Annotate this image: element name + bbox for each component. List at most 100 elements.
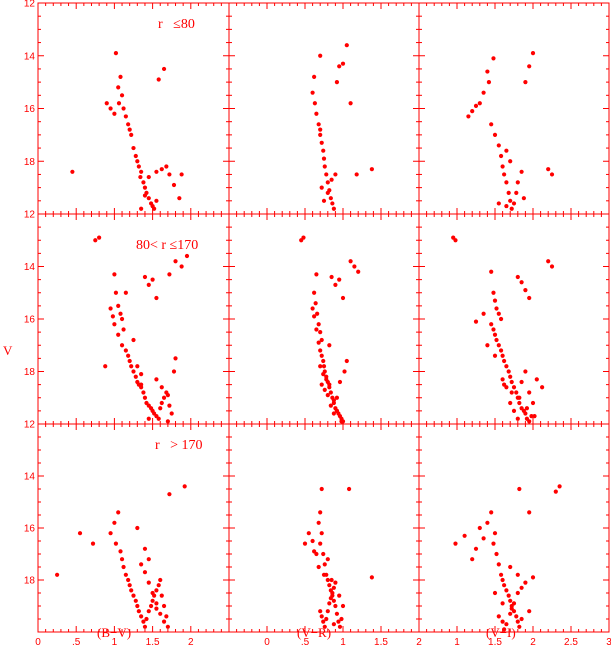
data-point — [159, 593, 164, 598]
data-point — [331, 411, 336, 416]
data-point — [154, 169, 159, 174]
data-point — [498, 316, 504, 322]
data-point — [121, 564, 126, 570]
x-tick-label: 1 — [112, 637, 118, 648]
data-point — [519, 585, 524, 590]
data-point — [133, 598, 138, 603]
x-tick-label: 1.5 — [488, 637, 502, 648]
y-tick-label: 16 — [24, 315, 36, 326]
data-point — [515, 416, 520, 421]
data-point — [491, 327, 496, 332]
y-tick-label: 14 — [24, 262, 36, 273]
panel-frame-r3-c2 — [228, 423, 420, 633]
data-point — [494, 551, 499, 557]
data-point — [511, 601, 517, 606]
data-point — [523, 411, 528, 416]
data-point — [312, 314, 317, 319]
data-point — [301, 235, 306, 240]
data-point — [508, 400, 513, 406]
data-point — [492, 353, 498, 358]
data-point — [523, 288, 528, 293]
data-point — [481, 311, 486, 316]
data-point — [108, 106, 113, 111]
axis-ticks — [37, 2, 610, 633]
data-point — [334, 611, 340, 616]
data-point — [167, 403, 172, 408]
data-point — [498, 572, 504, 577]
data-point — [453, 541, 458, 546]
data-point — [514, 190, 519, 195]
data-point — [146, 282, 151, 287]
data-point — [167, 492, 172, 497]
data-point — [154, 601, 159, 606]
data-point — [321, 358, 326, 364]
data-point — [324, 172, 329, 177]
panel-frames — [37, 2, 610, 633]
data-point — [167, 272, 172, 277]
data-point — [123, 290, 128, 295]
data-point — [327, 382, 332, 387]
data-point — [316, 564, 321, 570]
y-tick-label: 12 — [24, 0, 36, 10]
data-point — [116, 85, 121, 90]
data-point — [511, 408, 517, 413]
annotation-row-2: 80< r ≤170 — [136, 238, 198, 253]
data-point — [77, 531, 83, 536]
data-point — [93, 238, 98, 243]
data-point — [319, 531, 324, 536]
data-point — [530, 400, 536, 406]
data-point — [310, 90, 315, 95]
data-point — [337, 624, 343, 629]
data-point — [352, 264, 357, 269]
data-point — [504, 622, 509, 627]
data-point — [489, 269, 494, 274]
data-point — [113, 541, 119, 546]
data-point — [519, 379, 524, 385]
panel-frame-r2-c3 — [418, 213, 610, 425]
data-point — [325, 609, 330, 614]
data-point — [327, 583, 332, 588]
data-point — [319, 337, 324, 343]
data-point — [314, 272, 319, 277]
x-tick-label: 1 — [454, 637, 460, 648]
data-point — [515, 274, 520, 280]
data-point — [498, 153, 504, 159]
data-point — [148, 603, 154, 609]
data-point — [138, 174, 143, 180]
data-point — [504, 180, 509, 185]
data-point — [492, 531, 498, 536]
data-point — [318, 510, 323, 515]
data-point — [165, 624, 170, 629]
data-point — [540, 385, 545, 390]
data-point — [486, 80, 492, 85]
data-point — [532, 414, 537, 419]
data-point — [369, 167, 374, 172]
data-point — [316, 322, 321, 327]
data-point — [316, 122, 321, 127]
data-point — [116, 303, 121, 308]
data-point — [146, 196, 151, 201]
data-point — [165, 419, 170, 424]
data-point — [492, 132, 498, 137]
data-point — [339, 616, 344, 622]
data-point — [500, 601, 505, 606]
data-point — [508, 598, 513, 603]
data-point — [119, 316, 125, 322]
data-point — [549, 264, 555, 269]
data-point — [502, 627, 507, 632]
data-point — [156, 583, 161, 588]
data-point — [514, 614, 519, 619]
data-point — [492, 298, 498, 303]
data-point — [127, 583, 132, 588]
annotation-row-1: r ≤80 — [158, 17, 195, 32]
data-point — [171, 182, 177, 188]
data-point — [500, 619, 505, 624]
data-point — [519, 280, 524, 285]
data-point — [119, 93, 125, 98]
panel-frame-r1-c2 — [228, 2, 420, 215]
data-point — [135, 525, 140, 531]
data-point — [312, 549, 317, 554]
data-point — [165, 393, 170, 398]
data-point — [485, 520, 490, 525]
data-point — [150, 277, 155, 282]
